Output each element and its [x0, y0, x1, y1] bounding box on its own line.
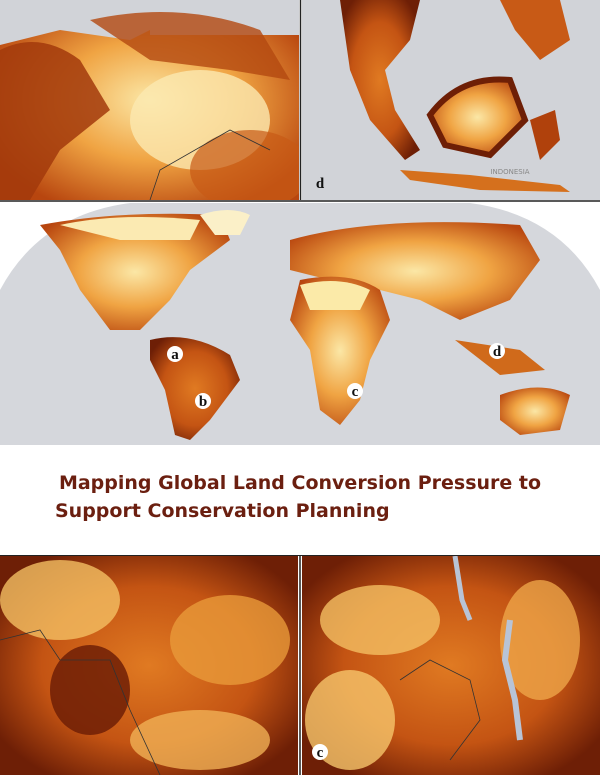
map-panel: c: [302, 556, 600, 775]
title-line: Mapping Global Land Conversion Pressure …: [59, 472, 541, 494]
region-label: a: [171, 347, 179, 363]
panel-label: d: [316, 176, 325, 192]
map-panel: [0, 0, 299, 200]
title-line: Support Conservation Planning: [55, 500, 390, 522]
map-panel: INDONESIA d: [302, 0, 600, 200]
region-label: c: [352, 384, 359, 400]
world-map: a b c d: [0, 203, 600, 445]
panel-label: c: [317, 745, 324, 761]
country-label: INDONESIA: [490, 168, 529, 176]
region-label: b: [199, 394, 207, 410]
region-label: d: [493, 344, 502, 360]
map-panel: [0, 556, 298, 775]
